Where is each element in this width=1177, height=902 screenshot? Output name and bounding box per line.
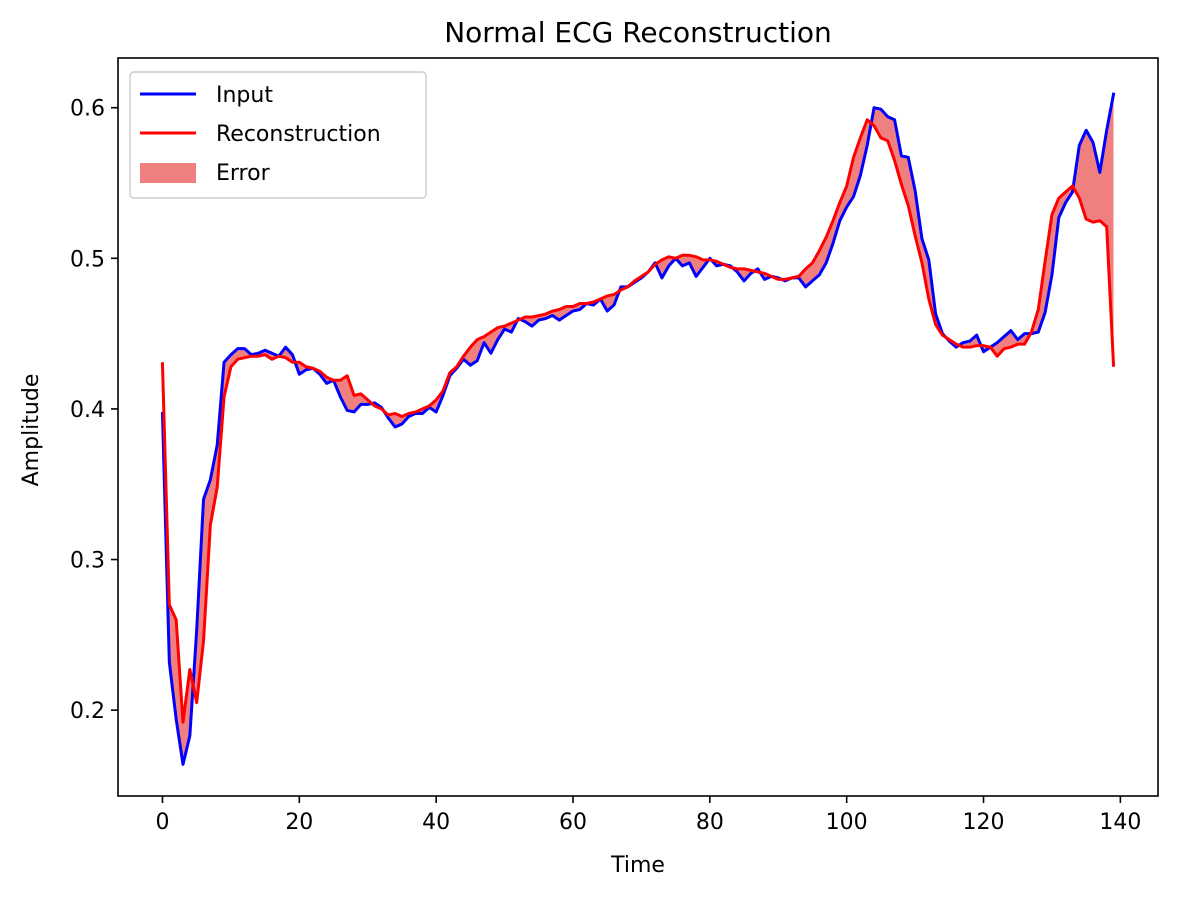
- legend-error-patch: [140, 163, 196, 183]
- y-tick-label: 0.5: [70, 247, 105, 272]
- reconstruction-series-line: [160, 118, 1116, 724]
- legend-error-label: Error: [216, 161, 271, 186]
- plot-frame: [117, 57, 1159, 797]
- x-tick-label: 20: [285, 810, 313, 835]
- legend-reconstruction-label: Reconstruction: [216, 122, 381, 147]
- x-tick-label: 80: [696, 810, 724, 835]
- x-tick-label: 140: [1099, 810, 1141, 835]
- x-tick-label: 40: [422, 810, 450, 835]
- y-axis-label: Amplitude: [19, 374, 44, 487]
- x-tick-label: 100: [826, 810, 868, 835]
- legend-input-label: Input: [216, 83, 273, 108]
- x-tick-label: 120: [963, 810, 1005, 835]
- legend: Input Reconstruction Error: [129, 71, 427, 199]
- y-tick-label: 0.2: [70, 699, 105, 724]
- y-tick-label: 0.6: [70, 97, 105, 122]
- x-axis-label: Time: [610, 853, 665, 878]
- y-tick-label: 0.3: [70, 549, 105, 574]
- y-tick-label: 0.4: [70, 398, 105, 423]
- legend-box: [129, 71, 427, 199]
- chart-title: Normal ECG Reconstruction: [444, 16, 832, 49]
- x-tick-label: 0: [155, 810, 169, 835]
- x-tick-label: 60: [559, 810, 587, 835]
